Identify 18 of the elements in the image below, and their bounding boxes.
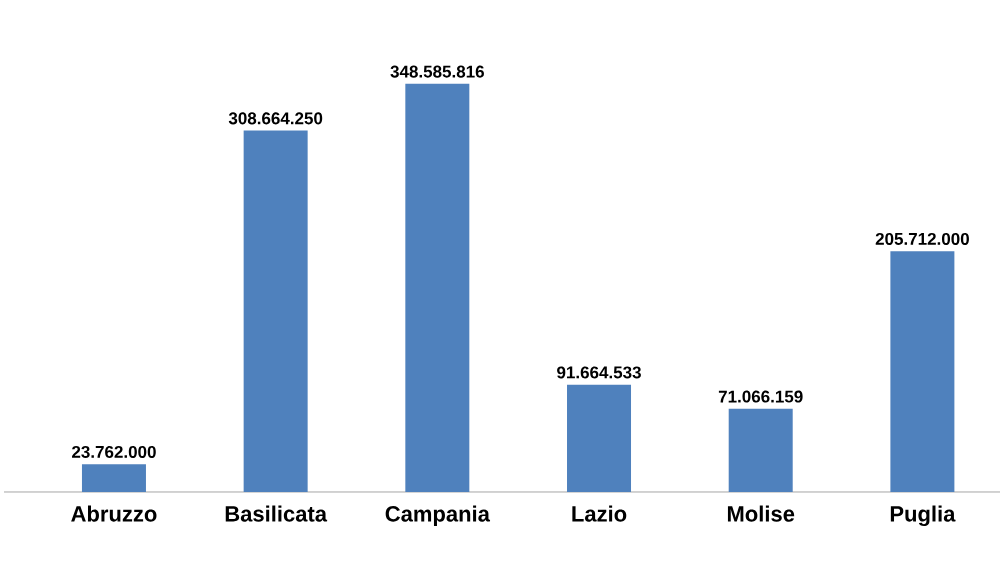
data-label: 71.066.159 [718, 390, 803, 403]
x-tick-label: Basilicata [225, 505, 328, 522]
data-label: 205.712.000 [875, 232, 969, 245]
x-tick-label: Campania [385, 505, 491, 527]
x-tick-label: Lazio [572, 505, 627, 522]
x-tick-label: Abruzzo [71, 505, 157, 522]
bar [81, 464, 146, 492]
bar [243, 130, 308, 492]
data-label: 348.585.816 [390, 65, 484, 78]
bar [890, 251, 955, 492]
x-tick-label: Molise [727, 505, 795, 522]
data-label: 91.664.533 [557, 366, 641, 379]
bar [728, 408, 793, 492]
data-label: 23.762.000 [72, 445, 156, 458]
x-tick-label: Puglia [890, 505, 956, 527]
bar [405, 83, 470, 492]
bar [567, 384, 632, 492]
data-label: 308.664.250 [228, 112, 323, 125]
